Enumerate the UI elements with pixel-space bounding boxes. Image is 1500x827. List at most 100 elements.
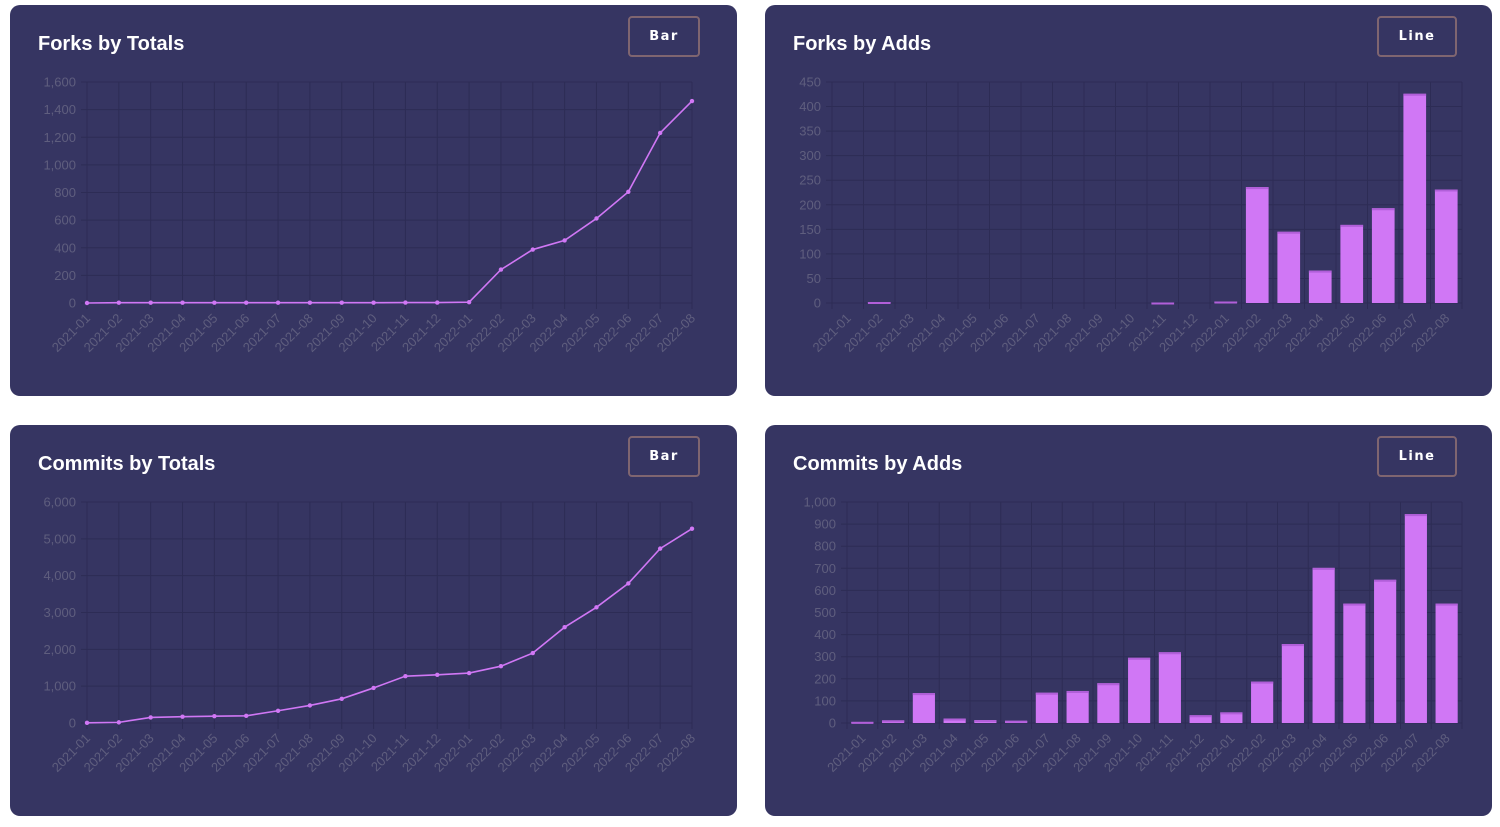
data-point[interactable] [626,189,631,195]
chart-type-toggle-button[interactable]: Line [1377,436,1457,477]
bar[interactable] [1404,514,1427,723]
data-point[interactable] [275,708,281,713]
data-point[interactable] [594,216,599,221]
y-tick-label: 400 [814,627,836,642]
y-tick-label: 5,000 [43,531,76,546]
data-point[interactable] [530,247,535,252]
series-line [86,528,693,724]
chart-type-toggle-button[interactable]: Bar [628,436,700,477]
bar[interactable] [912,693,935,723]
chart-title: Commits by Totals [38,453,216,475]
bar[interactable] [1158,652,1181,723]
bar[interactable] [1245,187,1269,303]
bar[interactable] [1312,567,1335,723]
data-point[interactable] [562,624,567,630]
data-point[interactable] [371,685,376,691]
y-tick-label: 4,000 [43,568,76,583]
data-point[interactable] [116,720,122,725]
bar[interactable] [1343,603,1366,723]
bar[interactable] [1251,681,1274,723]
y-tick-label: 1,400 [43,102,76,117]
data-point[interactable] [148,300,153,305]
y-tick-label: 6,000 [43,495,76,510]
data-point[interactable] [275,300,281,305]
bar[interactable] [1403,93,1427,303]
data-point[interactable] [689,98,695,104]
y-tick-label: 400 [54,240,76,255]
data-point[interactable] [371,300,376,305]
y-tick-label: 300 [814,649,836,664]
card-commits-by-totals: 0 1,000 2,000 3,000 4,000 5,000 6,000 2021-01 20… [10,425,737,816]
chart-type-toggle-button[interactable]: Line [1377,16,1457,57]
y-tick-label: 1,000 [803,495,836,510]
bar[interactable] [1066,690,1089,723]
bar[interactable] [1220,712,1243,723]
bar[interactable] [1371,208,1395,303]
bar[interactable] [1189,715,1212,723]
data-point[interactable] [180,300,185,305]
data-point[interactable] [594,605,599,610]
data-point[interactable] [84,300,90,306]
y-tick-label: 0 [829,716,836,731]
data-point[interactable] [244,713,249,719]
y-tick-label: 800 [54,185,76,200]
chart-title: Forks by Adds [793,33,932,55]
y-tick-label: 900 [814,517,836,532]
data-point[interactable] [148,715,153,720]
data-point[interactable] [180,714,185,719]
y-tick-label: 350 [799,124,821,139]
bar[interactable] [1277,231,1301,303]
data-point[interactable] [212,713,217,719]
bar[interactable] [1035,692,1058,723]
data-point[interactable] [116,300,122,305]
chart-title: Commits by Adds [793,453,963,475]
data-point[interactable] [339,696,344,702]
data-point[interactable] [403,673,408,679]
bar[interactable] [1374,579,1397,723]
data-point[interactable] [435,300,440,305]
bar[interactable] [1281,644,1304,723]
chart-commits-by-totals: 01,0002,0003,0004,0005,0006,0002021-0120… [43,495,698,775]
bar[interactable] [1340,224,1364,303]
y-tick-label: 2,000 [43,642,76,657]
y-tick-label: 1,000 [43,157,76,172]
bar[interactable] [1128,657,1151,723]
data-point[interactable] [84,720,90,726]
y-tick-label: 0 [69,716,76,731]
y-tick-label: 450 [799,75,821,90]
chart-type-toggle-button[interactable]: Bar [628,16,700,57]
data-point[interactable] [498,664,504,669]
y-tick-label: 800 [814,539,836,554]
card-forks-by-totals: 0 200 400 600 800 1,000 1,200 1,400 1,600 2021-01… [10,5,737,396]
y-tick-label: 300 [799,148,821,163]
data-point[interactable] [435,672,440,678]
data-point[interactable] [339,300,344,305]
bar[interactable] [1097,683,1120,723]
data-point[interactable] [307,703,313,708]
bar[interactable] [943,718,966,723]
y-tick-label: 50 [807,271,821,286]
y-tick-label: 200 [814,671,836,686]
card-forks-by-adds: 0 50 100 150 200 250 300 350 400 450 2021-01 2021-0… [765,5,1492,396]
data-point[interactable] [307,300,313,305]
bar[interactable] [1434,189,1458,303]
data-point[interactable] [657,546,663,551]
data-point[interactable] [466,670,472,676]
y-tick-label: 150 [799,222,821,237]
data-point[interactable] [466,299,472,305]
data-point[interactable] [212,300,217,305]
data-point[interactable] [244,300,249,305]
bar[interactable] [1308,270,1332,303]
data-point[interactable] [530,650,535,656]
data-point[interactable] [657,130,663,136]
data-point[interactable] [403,300,408,305]
data-point[interactable] [562,238,567,243]
bar[interactable] [1435,603,1458,723]
data-point[interactable] [689,526,695,531]
data-point[interactable] [626,581,631,586]
chart-commits-by-adds: 01002003004005006007008009001,0002021-01… [803,495,1463,775]
y-tick-label: 1,200 [43,130,76,145]
y-tick-label: 200 [54,268,76,283]
data-point[interactable] [498,267,504,272]
y-tick-label: 400 [799,99,821,114]
